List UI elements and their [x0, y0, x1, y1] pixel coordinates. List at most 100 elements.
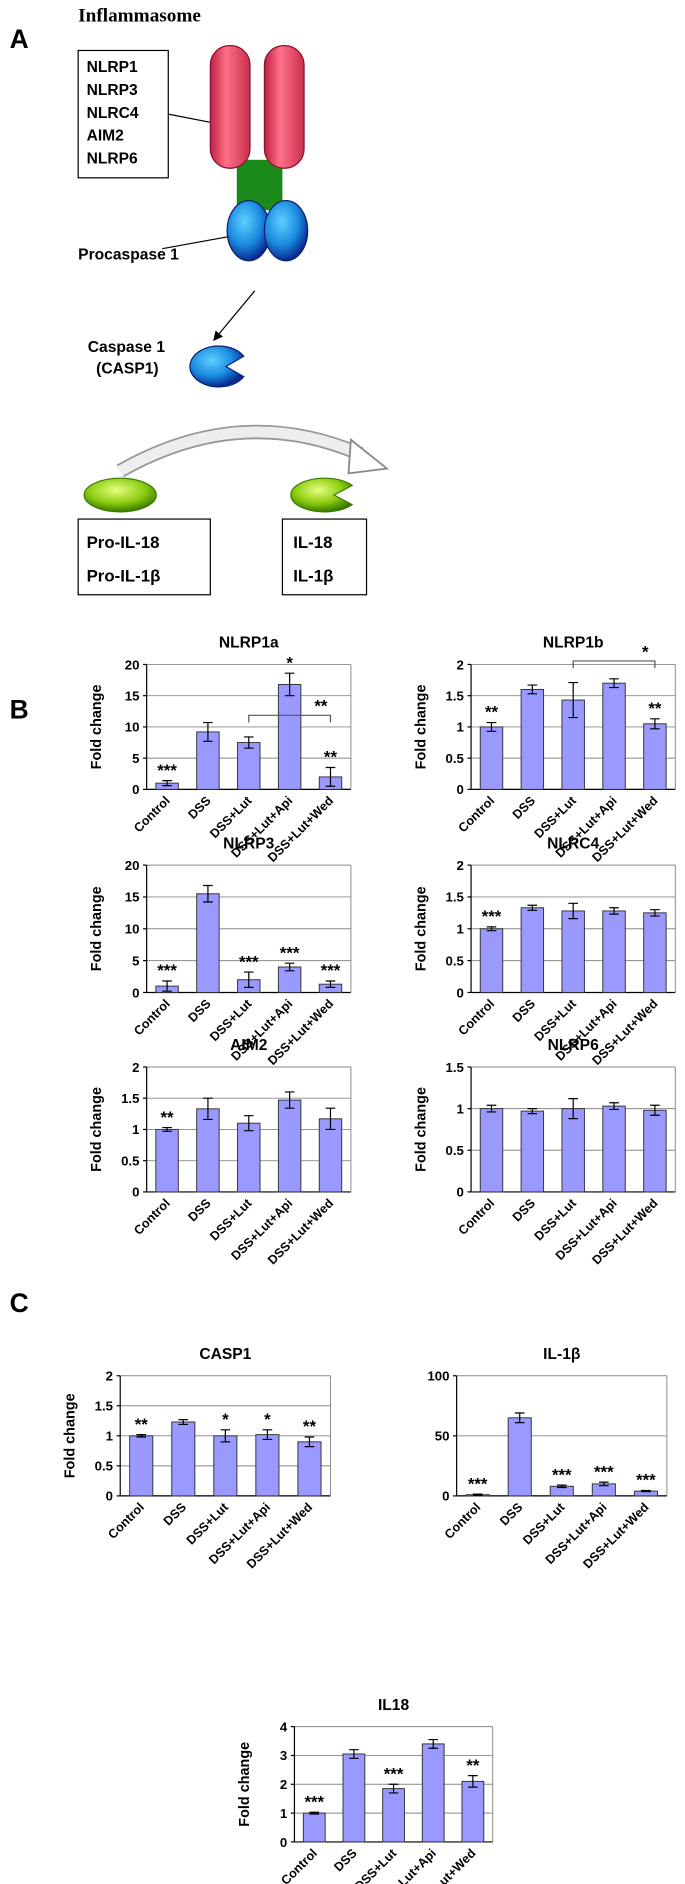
- bar: [602, 682, 626, 790]
- error-bar: [284, 1091, 295, 1109]
- bar: [277, 1099, 302, 1193]
- y-tick-label: 0: [280, 1835, 287, 1850]
- significance: *: [222, 1410, 229, 1429]
- y-axis-label: Fold change: [89, 1087, 105, 1172]
- y-tick-label: 1.5: [121, 1091, 139, 1106]
- bar: [237, 742, 261, 790]
- bar: [479, 1108, 504, 1193]
- x-tick-label: Control: [442, 1500, 484, 1542]
- y-tick-label: 15: [125, 890, 140, 905]
- y-tick-label: 50: [435, 1429, 450, 1444]
- significance: ***: [468, 1474, 488, 1493]
- y-tick-label: 0.5: [95, 1459, 113, 1474]
- bar: [643, 1109, 667, 1193]
- bar: [602, 910, 626, 993]
- y-tick-label: 0.5: [445, 1143, 463, 1158]
- y-tick-label: 4: [280, 1719, 288, 1734]
- error-bar: [609, 907, 619, 915]
- error-bar: [325, 1107, 336, 1131]
- error-bar: [284, 962, 295, 972]
- x-tick-label: Control: [131, 794, 173, 836]
- error-bar: [243, 1115, 254, 1132]
- receptor: NLRP6: [87, 150, 138, 167]
- panel-label: C: [10, 1288, 29, 1318]
- caspase-label: (CASP1): [96, 361, 158, 378]
- bar: [643, 723, 667, 790]
- error-bar: [568, 681, 578, 719]
- bar: [507, 1417, 532, 1497]
- y-tick-label: 5: [132, 751, 139, 766]
- significance: **: [648, 699, 662, 718]
- significance: ***: [157, 761, 177, 780]
- arrow: [213, 290, 256, 341]
- error-bar: [243, 971, 254, 988]
- receptor: NLRP1: [87, 59, 138, 76]
- bar: [297, 1441, 322, 1497]
- error-bar: [243, 736, 254, 749]
- x-tick-label: Control: [456, 794, 498, 836]
- y-tick-label: 10: [125, 720, 140, 735]
- chart-title: NLRP6: [548, 1037, 599, 1054]
- bar: [479, 928, 504, 993]
- bar: [237, 1122, 261, 1193]
- error-bar: [178, 1419, 189, 1426]
- bracket: [248, 714, 332, 723]
- error-bar: [203, 1097, 213, 1121]
- significance: **: [485, 703, 499, 722]
- y-tick-label: 0: [457, 985, 464, 1000]
- y-tick-label: 3: [280, 1748, 287, 1763]
- y-axis-label: Fold change: [413, 1087, 429, 1172]
- substrate: Pro-IL-1β: [87, 567, 161, 586]
- bar: [520, 1110, 545, 1193]
- y-tick-label: 0: [132, 1185, 139, 1200]
- error-bar: [428, 1738, 439, 1749]
- procaspase-label: Procaspase 1: [78, 247, 179, 264]
- significance: ***: [552, 1465, 572, 1484]
- product: IL-18: [293, 533, 332, 552]
- y-tick-label: 0: [132, 782, 139, 797]
- bar: [561, 1108, 585, 1193]
- error-bar: [527, 1108, 538, 1115]
- error-bar: [304, 1436, 315, 1448]
- error-bar: [609, 1102, 619, 1111]
- x-tick-label: DSS: [185, 794, 213, 822]
- receptor: AIM2: [87, 128, 125, 145]
- receptor: NLRC4: [87, 105, 139, 122]
- bracket: [572, 660, 656, 669]
- y-tick-label: 0.5: [121, 1153, 139, 1168]
- error-bar: [650, 909, 660, 917]
- y-tick-label: 5: [132, 953, 139, 968]
- error-bar: [599, 1481, 609, 1487]
- significance: ***: [594, 1462, 614, 1481]
- error-bar: [641, 1489, 651, 1493]
- significance: **: [135, 1415, 149, 1434]
- bar: [602, 1105, 626, 1193]
- substrate-shape: [83, 477, 157, 513]
- y-tick-label: 2: [280, 1777, 287, 1792]
- cleavage-arrow: [117, 426, 363, 476]
- bar: [421, 1743, 445, 1843]
- x-tick-label: DSS+Lut: [352, 1846, 400, 1884]
- error-bar: [388, 1783, 399, 1794]
- y-tick-label: 0: [457, 1185, 464, 1200]
- bar: [461, 1780, 485, 1843]
- error-bar: [486, 1104, 497, 1113]
- y-tick-label: 1.5: [445, 890, 463, 905]
- y-tick-label: 10: [125, 922, 140, 937]
- chart-title: AIM2: [230, 1037, 268, 1054]
- significance: ***: [239, 952, 259, 971]
- error-bar: [309, 1811, 320, 1815]
- bar: [520, 907, 545, 993]
- y-tick-label: 1.5: [445, 688, 463, 703]
- significance: ***: [304, 1792, 324, 1811]
- bar: [643, 912, 667, 993]
- bar: [129, 1435, 154, 1497]
- error-bar: [136, 1434, 147, 1438]
- bar: [302, 1812, 326, 1843]
- significance: ***: [280, 943, 300, 962]
- error-bar: [527, 684, 538, 695]
- y-axis-label: Fold change: [89, 886, 105, 971]
- error-bar: [262, 1429, 273, 1441]
- x-tick-label: Control: [131, 997, 173, 1039]
